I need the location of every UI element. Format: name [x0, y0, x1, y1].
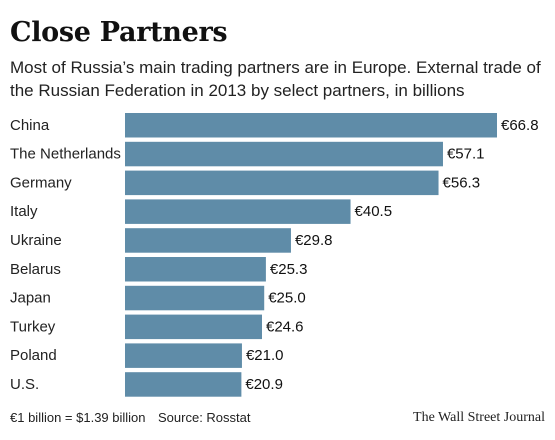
value-label: €56.3 [443, 174, 481, 191]
category-label: The Netherlands [10, 146, 121, 163]
bar [125, 170, 439, 196]
bar [125, 141, 443, 167]
value-label: €57.1 [447, 146, 485, 163]
chart-subtitle: Most of Russia’s main trading partners a… [10, 58, 541, 100]
value-label: €25.0 [268, 290, 306, 307]
publisher-credit: The Wall Street Journal [413, 410, 545, 425]
source-note: Source: Rosstat [158, 410, 251, 425]
currency-note: €1 billion = $1.39 billion [10, 410, 146, 425]
category-label: Belarus [10, 261, 61, 278]
chart-title: Close Partners [10, 17, 228, 48]
category-label: Poland [10, 347, 57, 364]
bar [125, 113, 497, 138]
value-label: €25.3 [270, 261, 308, 278]
value-label: €21.0 [246, 347, 284, 364]
category-label: U.S. [10, 376, 39, 393]
bar [125, 257, 266, 282]
bar [125, 199, 351, 224]
bar [125, 285, 265, 311]
category-label: Ukraine [10, 232, 62, 249]
bar [125, 228, 291, 253]
category-label: Germany [10, 174, 72, 191]
bar [125, 314, 262, 340]
category-label: Italy [10, 203, 38, 220]
category-label: Turkey [10, 318, 56, 335]
bar [125, 343, 242, 368]
category-label: China [10, 117, 50, 134]
value-label: €24.6 [266, 318, 304, 335]
value-label: €20.9 [245, 376, 283, 393]
value-label: €29.8 [295, 232, 333, 249]
value-label: €40.5 [355, 203, 393, 220]
bar-chart: China €66.8 The Netherlands €57.1 Germany €56… [10, 113, 539, 397]
bar [125, 372, 242, 397]
value-label: €66.8 [501, 117, 539, 134]
category-label: Japan [10, 290, 51, 307]
